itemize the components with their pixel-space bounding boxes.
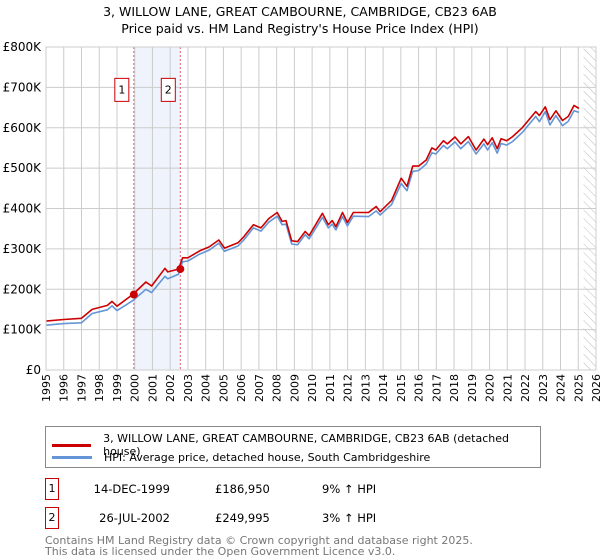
x-tick-label: 2023 <box>537 374 550 402</box>
x-tick-label: 2004 <box>200 374 213 402</box>
sale-point <box>176 265 185 274</box>
x-tick-label: 1998 <box>93 374 106 402</box>
legend-label-property: 3, WILLOW LANE, GREAT CAMBOURNE, CAMBRID… <box>103 432 509 458</box>
chart-subtitle: Price paid vs. HM Land Registry's House … <box>121 21 479 36</box>
transaction-badge: 1 <box>45 478 59 500</box>
x-tick-label: 2017 <box>430 374 443 402</box>
y-tick-label: £500K <box>3 161 43 175</box>
x-tick-label: 1995 <box>40 374 53 402</box>
transaction-row: 1 14-DEC-1999 £186,950 9% ↑ HPI <box>45 478 565 502</box>
transaction-badge: 2 <box>45 507 59 529</box>
x-tick-label: 2018 <box>448 374 461 402</box>
x-tick-label: 2015 <box>395 374 408 402</box>
x-tick-label: 2020 <box>484 374 497 402</box>
x-tick-label: 2011 <box>324 374 337 402</box>
x-tick-label: 1999 <box>111 374 124 402</box>
footer-copyright: Contains HM Land Registry data © Crown c… <box>45 534 473 547</box>
x-tick-label: 2025 <box>572 374 585 402</box>
x-tick-label: 1997 <box>75 374 88 402</box>
x-tick-label: 2012 <box>342 374 355 402</box>
transaction-date: 26-JUL-2002 <box>99 511 170 525</box>
y-tick-label: £300K <box>3 242 43 256</box>
price-chart: 1995 1996 1997 1998 1999 2000 2001 2002 2003 2004… <box>3 40 600 402</box>
x-tick-label: 2024 <box>555 374 568 402</box>
sale-badge <box>114 77 130 102</box>
y-tick-label: £100K <box>3 323 43 337</box>
legend-label-hpi: HPI: Average price, detached house, Sout… <box>104 451 431 464</box>
x-tick-label: 2026 <box>590 374 600 402</box>
x-tick-label: 2010 <box>306 374 319 402</box>
x-tick-label: 2000 <box>129 374 142 402</box>
legend: 3, WILLOW LANE, GREAT CAMBOURNE, CAMBRID… <box>45 426 541 468</box>
sale-badge-label: 2 <box>165 83 172 96</box>
sale-point <box>129 290 138 299</box>
y-tick-label: £0 <box>26 363 41 377</box>
plot-frame <box>45 46 597 371</box>
legend-swatch-property <box>52 443 92 447</box>
transaction-hpi-diff: 9% ↑ HPI <box>322 482 377 496</box>
legend-item-property: 3, WILLOW LANE, GREAT CAMBOURNE, CAMBRID… <box>52 432 540 458</box>
transaction-price: £186,950 <box>215 482 270 496</box>
x-tick-label: 2001 <box>146 374 159 402</box>
transaction-row: 2 26-JUL-2002 £249,995 3% ↑ HPI <box>45 507 565 531</box>
transaction-hpi-diff: 3% ↑ HPI <box>322 511 377 525</box>
x-tick-label: 2005 <box>217 374 230 402</box>
legend-swatch-hpi <box>52 456 92 459</box>
y-tick-label: £200K <box>3 282 43 296</box>
footer-licence: This data is licensed under the Open Gov… <box>45 545 396 558</box>
legend-item-hpi: HPI: Average price, detached house, Sout… <box>52 451 430 464</box>
chart-title: 3, WILLOW LANE, GREAT CAMBOURNE, CAMBRID… <box>103 4 497 19</box>
x-tick-label: 2008 <box>271 374 284 402</box>
x-tick-label: 2007 <box>253 374 266 402</box>
sale-badge <box>160 77 176 102</box>
x-tick-label: 2016 <box>413 374 426 402</box>
y-tick-label: £800K <box>3 40 43 54</box>
x-tick-label: 2013 <box>359 374 372 402</box>
y-tick-label: £700K <box>3 80 43 94</box>
x-tick-label: 1996 <box>58 374 71 402</box>
sale-badge-label: 1 <box>118 83 125 96</box>
transaction-price: £249,995 <box>215 511 270 525</box>
x-tick-label: 2003 <box>182 374 195 402</box>
hpi-line <box>45 110 580 326</box>
x-tick-label: 2022 <box>519 374 532 402</box>
y-tick-label: £600K <box>3 121 43 135</box>
x-tick-label: 2002 <box>164 374 177 402</box>
transaction-date: 14-DEC-1999 <box>93 482 170 496</box>
x-tick-label: 2006 <box>235 374 248 402</box>
x-tick-label: 2019 <box>466 374 479 402</box>
y-tick-label: £400K <box>3 202 43 216</box>
x-tick-label: 2021 <box>501 374 514 402</box>
x-tick-label: 2009 <box>288 374 301 402</box>
x-tick-label: 2014 <box>377 374 390 402</box>
